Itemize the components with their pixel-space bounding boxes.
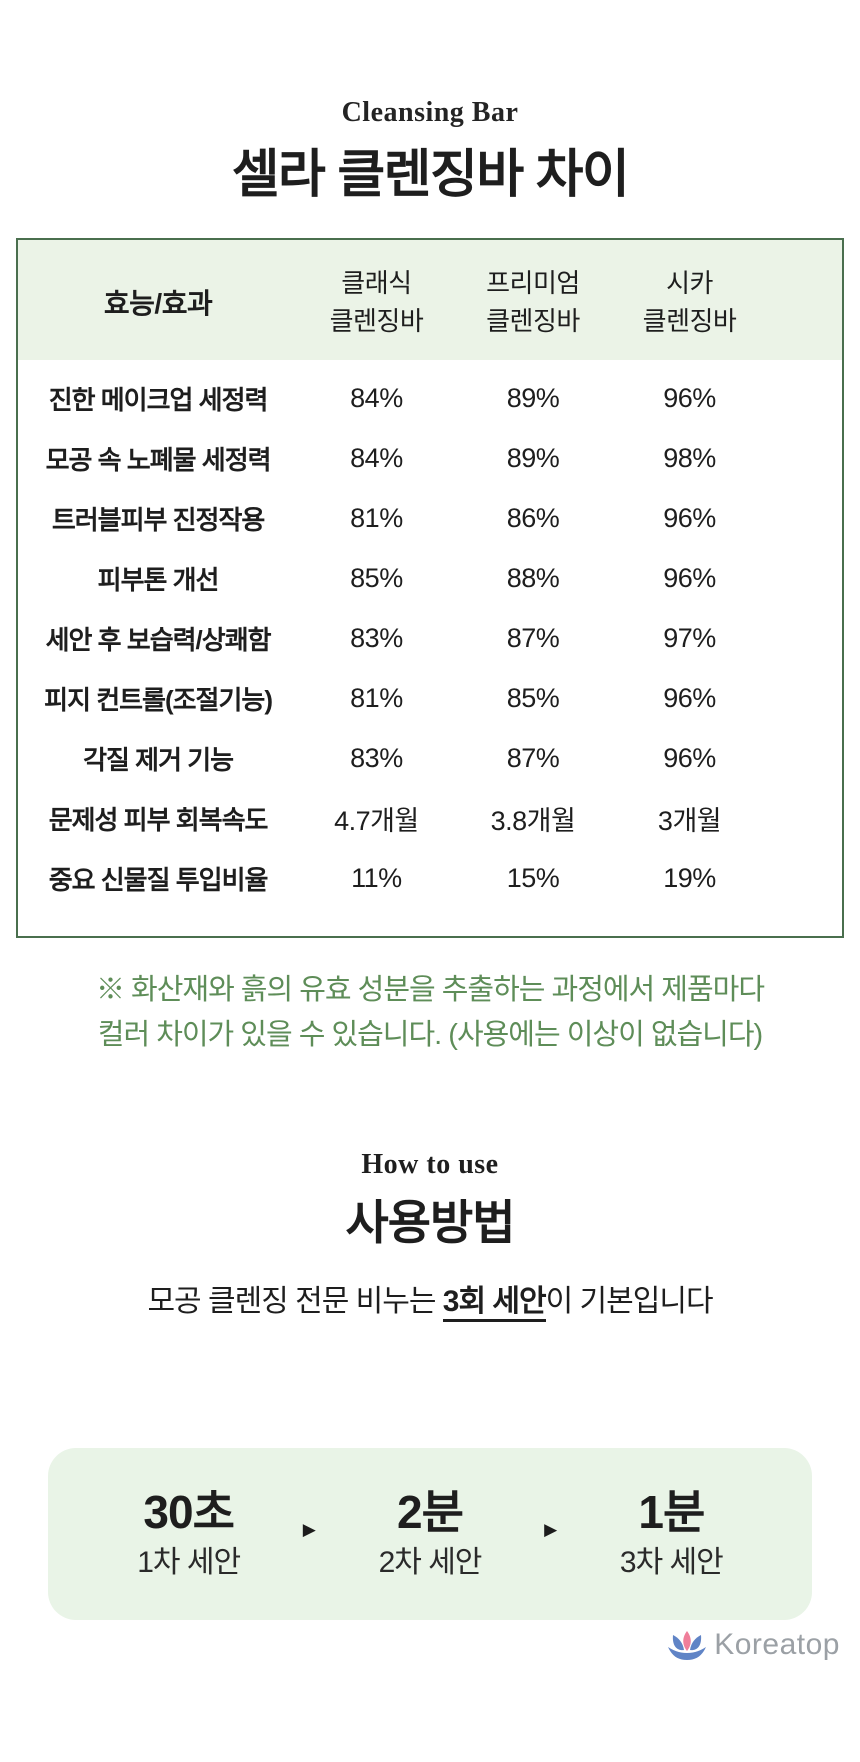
row-value-cica: 97% xyxy=(663,622,716,653)
step-label: 3차 세안 xyxy=(619,1546,724,1579)
arrow-right-icon: ▶ xyxy=(302,1520,316,1539)
row-label: 중요 신물질 투입비율 xyxy=(48,864,269,895)
row-value-premium: 88% xyxy=(506,562,560,593)
table-row: 중요 신물질 투입비율 11% 15% 19% xyxy=(18,848,842,908)
product-name-line: 프리미엄 xyxy=(486,268,580,298)
row-label: 진한 메이크업 세정력 xyxy=(48,384,269,415)
row-value-classic: 4.7개월 xyxy=(334,805,419,836)
row-label: 세안 후 보습력/상쾌함 xyxy=(45,624,272,655)
step-duration: 1분 xyxy=(638,1486,705,1538)
row-value-classic: 84% xyxy=(350,442,403,473)
lotus-icon xyxy=(668,1630,707,1660)
row-value-cica: 96% xyxy=(663,562,716,593)
page-title: 셀라 클렌징바 차이 xyxy=(231,146,630,204)
product-name-line: 시카 xyxy=(666,268,713,298)
row-value-classic: 81% xyxy=(350,682,403,713)
product-name-line: 클렌징바 xyxy=(486,306,580,336)
row-value-cica: 3개월 xyxy=(657,805,722,836)
arrow-right-icon: ▶ xyxy=(544,1520,558,1539)
table-row: 피부톤 개선 85% 88% 96% xyxy=(18,548,842,608)
wash-steps-card: 30초 1차 세안 ▶ 2분 2차 세안 ▶ 1분 3차 세안 xyxy=(48,1448,812,1620)
usage-sentence-emphasis: 3회 세안 xyxy=(442,1285,547,1322)
brand-name: Koreatop xyxy=(714,1628,840,1661)
product-name-line: 클렌징바 xyxy=(329,306,424,336)
row-value-premium: 85% xyxy=(506,682,560,713)
section-eyebrow-how-to-use: How to use xyxy=(361,1149,499,1180)
footer: Koreatop xyxy=(20,1628,840,1662)
row-value-premium: 89% xyxy=(506,442,560,473)
wash-step-3: 1분 3차 세안 xyxy=(565,1486,778,1582)
table-row: 진한 메이크업 세정력 84% 89% 96% xyxy=(18,368,842,428)
notice-line-2: 컬러 차이가 있을 수 있습니다. (사용에는 이상이 없습니다) xyxy=(97,1019,763,1051)
table-row: 문제성 피부 회복속도 4.7개월 3.8개월 3개월 xyxy=(18,788,842,848)
comparison-table-header: 효능/효과 클래식 클렌징바 프리미엄 클렌징바 시카 클렌징바 xyxy=(18,240,842,360)
wash-step-1: 30초 1차 세안 xyxy=(82,1486,295,1582)
step-label: 1차 세안 xyxy=(137,1546,241,1579)
product-column-header-premium: 프리미엄 클렌징바 xyxy=(455,264,612,340)
product-column-header-classic: 클래식 클렌징바 xyxy=(298,264,455,340)
row-value-premium: 3.8개월 xyxy=(490,805,576,836)
how-to-use-title: 사용방법 xyxy=(345,1196,516,1249)
notice-line-1: ※ 화산재와 흙의 유효 성분을 추출하는 과정에서 제품마다 xyxy=(95,974,765,1006)
table-row: 모공 속 노폐물 세정력 84% 89% 98% xyxy=(18,428,842,488)
step-label: 2차 세안 xyxy=(378,1546,483,1579)
row-label: 모공 속 노폐물 세정력 xyxy=(45,444,272,475)
step-duration: 2분 xyxy=(397,1486,464,1538)
product-detail-page: Cleansing Bar 셀라 클렌징바 차이 효능/효과 클래식 클렌징바 … xyxy=(0,96,860,1662)
row-value-cica: 19% xyxy=(663,862,716,893)
row-value-premium: 87% xyxy=(506,622,560,653)
product-name-line: 클렌징바 xyxy=(642,306,737,336)
product-name-line: 클래식 xyxy=(341,268,412,298)
row-value-cica: 96% xyxy=(663,682,716,713)
row-label: 문제성 피부 회복속도 xyxy=(48,804,269,835)
row-value-premium: 15% xyxy=(506,862,560,893)
table-row: 피지 컨트롤(조절기능) 81% 85% 96% xyxy=(18,668,842,728)
row-value-premium: 86% xyxy=(506,502,560,533)
row-value-premium: 87% xyxy=(506,742,560,773)
row-value-cica: 96% xyxy=(663,382,716,413)
row-value-classic: 85% xyxy=(350,562,403,593)
row-label: 각질 제거 기능 xyxy=(83,744,234,775)
color-difference-notice: ※ 화산재와 흙의 유효 성분을 추출하는 과정에서 제품마다 컬러 차이가 있… xyxy=(0,968,860,1058)
usage-sentence: 모공 클렌징 전문 비누는 3회 세안이 기본입니다 xyxy=(0,1280,860,1324)
row-label: 피지 컨트롤(조절기능) xyxy=(44,684,273,715)
usage-sentence-suffix: 이 기본입니다 xyxy=(545,1285,714,1318)
table-row: 각질 제거 기능 83% 87% 96% xyxy=(18,728,842,788)
table-row: 세안 후 보습력/상쾌함 83% 87% 97% xyxy=(18,608,842,668)
row-label: 트러블피부 진정작용 xyxy=(51,504,266,535)
row-value-classic: 83% xyxy=(350,742,403,773)
table-row: 트러블피부 진정작용 81% 86% 96% xyxy=(18,488,842,548)
row-value-cica: 98% xyxy=(663,442,716,473)
row-value-cica: 96% xyxy=(663,502,716,533)
usage-sentence-prefix: 모공 클렌징 전문 비누는 xyxy=(147,1285,443,1318)
row-value-cica: 96% xyxy=(663,742,716,773)
section-eyebrow-cleansing-bar: Cleansing Bar xyxy=(341,97,519,128)
step-duration: 30초 xyxy=(143,1486,235,1538)
row-value-classic: 83% xyxy=(350,622,403,653)
row-value-premium: 89% xyxy=(506,382,560,413)
row-value-classic: 11% xyxy=(351,862,402,893)
product-column-header-cica: 시카 클렌징바 xyxy=(611,264,768,340)
comparison-table: 효능/효과 클래식 클렌징바 프리미엄 클렌징바 시카 클렌징바 진한 메이크업… xyxy=(16,238,844,938)
row-value-classic: 84% xyxy=(350,382,403,413)
wash-step-2: 2분 2차 세안 xyxy=(323,1486,536,1582)
feature-column-header: 효능/효과 xyxy=(103,288,213,319)
row-label: 피부톤 개선 xyxy=(97,564,220,595)
row-value-classic: 81% xyxy=(350,502,403,533)
comparison-table-body: 진한 메이크업 세정력 84% 89% 96% 모공 속 노폐물 세정력 84%… xyxy=(18,360,842,936)
